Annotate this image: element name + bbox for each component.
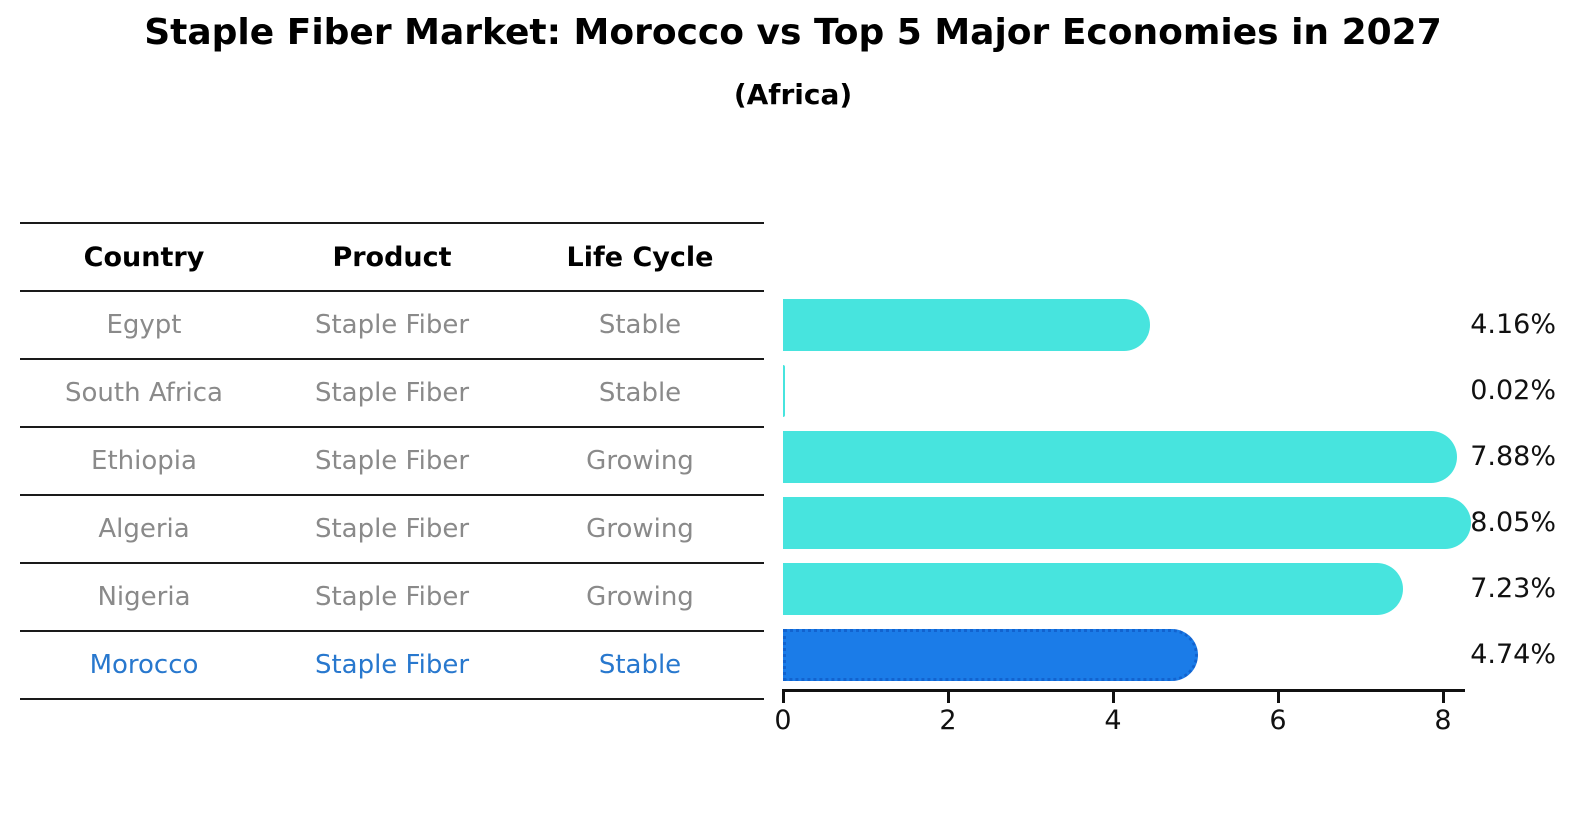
table-cell-product: Staple Fiber	[314, 514, 470, 544]
x-axis-line	[783, 689, 1465, 692]
x-axis-tick-label: 8	[1434, 705, 1452, 736]
bar-egypt	[783, 299, 1151, 351]
table-cell-country: Morocco	[89, 650, 199, 680]
table-cell-country: Nigeria	[97, 582, 191, 612]
bar-ethiopia	[783, 431, 1458, 483]
table-row-nigeria: Nigeria Staple Fiber Growing	[20, 564, 764, 632]
x-axis-tick	[946, 689, 950, 703]
bar-algeria	[783, 497, 1472, 549]
table-cell-product: Staple Fiber	[314, 446, 470, 476]
table-row-algeria: Algeria Staple Fiber Growing	[20, 496, 764, 564]
value-label-morocco: 4.74%	[1470, 639, 1556, 670]
table-header-row: Country Product Life Cycle	[20, 224, 764, 292]
value-label-south-africa: 0.02%	[1470, 375, 1556, 406]
table-cell-life-cycle: Growing	[586, 446, 694, 476]
table-cell-product: Staple Fiber	[314, 310, 470, 340]
bar-south-africa	[783, 365, 785, 417]
table-row-south-africa: South Africa Staple Fiber Stable	[20, 360, 764, 428]
x-axis-tick-label: 4	[1104, 705, 1122, 736]
table-cell-product: Staple Fiber	[314, 378, 470, 408]
chart-subtitle: (Africa)	[733, 78, 853, 111]
bar-nigeria	[783, 563, 1404, 615]
table-cell-life-cycle: Growing	[586, 582, 694, 612]
value-label-nigeria: 7.23%	[1470, 573, 1556, 604]
table-cell-country: Algeria	[98, 514, 190, 544]
table-cell-product: Staple Fiber	[314, 582, 470, 612]
table-cell-country: Egypt	[106, 310, 182, 340]
table-header-life-cycle: Life Cycle	[566, 241, 714, 273]
table-row-morocco: Morocco Staple Fiber Stable	[20, 632, 764, 700]
chart-title: Staple Fiber Market: Morocco vs Top 5 Ma…	[144, 12, 1442, 53]
bar-morocco	[783, 629, 1199, 681]
x-axis-tick	[1276, 689, 1280, 703]
table-cell-country: Ethiopia	[91, 446, 197, 476]
table-cell-life-cycle: Growing	[586, 514, 694, 544]
x-axis-tick	[1441, 689, 1445, 703]
x-axis-tick	[1111, 689, 1115, 703]
table-cell-country: South Africa	[65, 378, 223, 408]
table-cell-life-cycle: Stable	[598, 378, 682, 408]
value-label-egypt: 4.16%	[1470, 309, 1556, 340]
table-header-country: Country	[83, 241, 205, 273]
table-body: Egypt Staple Fiber Stable South Africa S…	[20, 292, 764, 700]
x-axis-tick	[781, 689, 785, 703]
table-header-product: Product	[332, 241, 452, 273]
table-cell-life-cycle: Stable	[598, 310, 682, 340]
comparison-table: Country Product Life Cycle Egypt Staple …	[20, 222, 764, 700]
x-axis-tick-label: 6	[1269, 705, 1287, 736]
table-cell-product: Staple Fiber	[314, 650, 470, 680]
x-axis-tick-label: 2	[939, 705, 957, 736]
table-cell-life-cycle: Stable	[598, 650, 682, 680]
value-label-ethiopia: 7.88%	[1470, 441, 1556, 472]
table-row-egypt: Egypt Staple Fiber Stable	[20, 292, 764, 360]
value-label-algeria: 8.05%	[1470, 507, 1556, 538]
x-axis-tick-label: 0	[774, 705, 792, 736]
table-row-ethiopia: Ethiopia Staple Fiber Growing	[20, 428, 764, 496]
